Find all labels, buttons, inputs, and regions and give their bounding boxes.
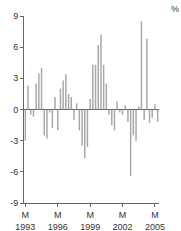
svg-text:M2002: M2002 [113,210,133,231]
svg-text:M2005: M2005 [145,210,165,231]
svg-text:9: 9 [13,11,18,21]
svg-text:3: 3 [13,73,18,83]
svg-text:M1996: M1996 [48,210,68,231]
svg-text:-3: -3 [10,136,18,146]
svg-text:M1999: M1999 [80,210,100,231]
svg-text:6: 6 [13,42,18,52]
svg-text:-9: -9 [10,198,18,208]
svg-text:0: 0 [13,105,18,115]
svg-text:%: % [171,4,179,14]
svg-text:M1993: M1993 [15,210,35,231]
svg-text:-6: -6 [10,167,18,177]
